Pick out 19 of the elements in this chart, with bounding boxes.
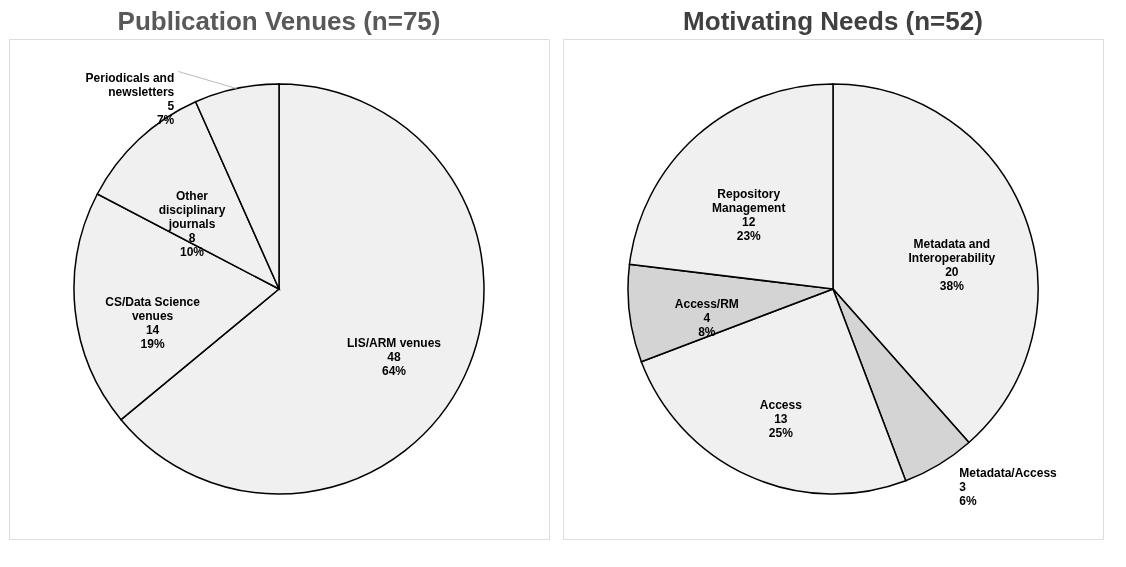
data-label: 4 8% <box>698 311 716 340</box>
data-label: 3 6% <box>959 480 978 509</box>
data-label: 8 10% <box>179 231 205 260</box>
slice-label: LIS/ARM venues <box>346 336 442 351</box>
slice-label: Metadata and Interoperability <box>908 236 996 265</box>
data-label: 14 19% <box>140 323 165 352</box>
slice-label: Other disciplinary journals <box>158 189 226 232</box>
slice-label: Repository Management <box>712 186 786 215</box>
data-label: 48 64% <box>381 350 407 379</box>
slice-label: CS/Data Science venues <box>105 295 201 324</box>
data-label: 13 25% <box>768 411 794 440</box>
data-label: 20 38% <box>939 264 965 293</box>
data-label: 12 23% <box>736 214 762 243</box>
chart-title: Motivating Needs (n=52) <box>683 6 983 36</box>
slice-label: Access/RM <box>674 297 739 312</box>
slice-label: Access <box>759 397 803 412</box>
chart-title: Publication Venues (n=75) <box>117 6 441 36</box>
slice-label: Periodicals and newsletters <box>85 71 175 100</box>
slice-label: Metadata/Access <box>959 466 1058 481</box>
